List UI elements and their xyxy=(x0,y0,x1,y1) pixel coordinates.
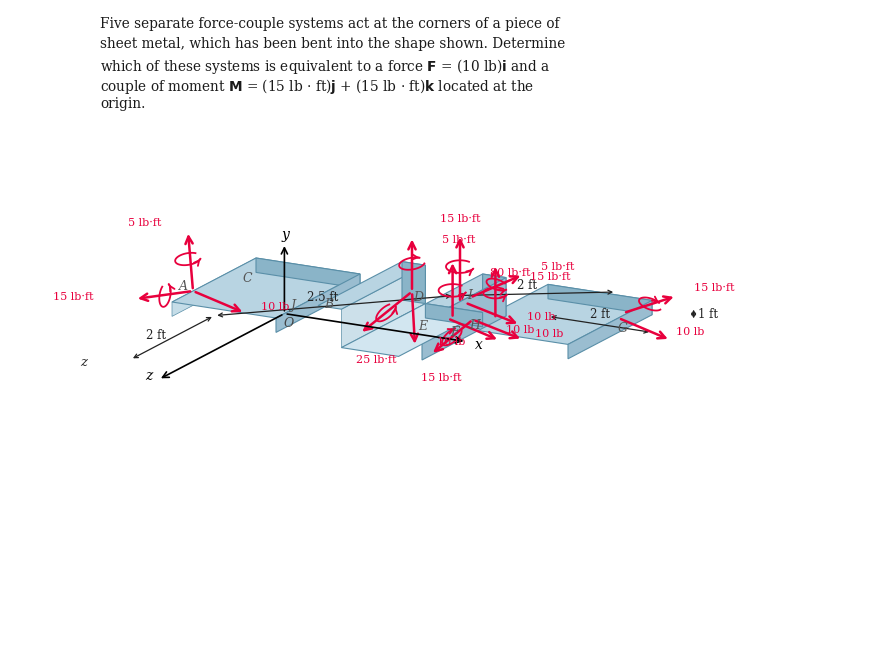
Text: B: B xyxy=(324,298,334,311)
Text: 10 lb: 10 lb xyxy=(677,327,705,337)
Polygon shape xyxy=(172,258,256,316)
Text: D: D xyxy=(413,291,423,304)
Polygon shape xyxy=(342,304,482,357)
Text: z: z xyxy=(80,356,87,369)
Text: Five separate force-couple systems act at the corners of a piece of: Five separate force-couple systems act a… xyxy=(100,17,560,31)
Text: C: C xyxy=(242,272,252,285)
Text: H: H xyxy=(469,319,480,332)
Polygon shape xyxy=(342,265,426,348)
Text: 10 lb: 10 lb xyxy=(535,328,563,339)
Text: couple of moment $\mathbf{M}$ = (15 lb $\cdot$ ft)$\mathbf{j}$ + (15 lb $\cdot$ : couple of moment $\mathbf{M}$ = (15 lb $… xyxy=(100,77,535,96)
Text: J: J xyxy=(290,299,295,312)
Text: origin.: origin. xyxy=(100,97,146,111)
Text: 15 lb·ft: 15 lb·ft xyxy=(694,283,735,293)
Text: 10 lb: 10 lb xyxy=(437,337,466,347)
Text: 15 lb·ft: 15 lb·ft xyxy=(52,292,93,302)
Polygon shape xyxy=(318,262,426,309)
Text: 10 lb: 10 lb xyxy=(506,325,534,335)
Polygon shape xyxy=(568,300,652,359)
Text: 2 ft: 2 ft xyxy=(146,329,167,342)
Polygon shape xyxy=(399,274,506,322)
Text: y: y xyxy=(282,228,290,242)
Polygon shape xyxy=(426,304,482,326)
Text: 5 lb·ft: 5 lb·ft xyxy=(541,262,575,272)
Text: G: G xyxy=(617,322,627,334)
Text: A: A xyxy=(179,280,187,294)
Polygon shape xyxy=(256,258,360,288)
Text: 2 ft: 2 ft xyxy=(590,308,610,321)
Text: sheet metal, which has been bent into the shape shown. Determine: sheet metal, which has been bent into th… xyxy=(100,37,565,51)
Text: z: z xyxy=(145,369,152,383)
Text: 2 ft: 2 ft xyxy=(517,279,537,292)
Polygon shape xyxy=(276,274,360,332)
Text: 15 lb·ft: 15 lb·ft xyxy=(420,373,461,383)
Text: x: x xyxy=(474,338,482,352)
Text: E: E xyxy=(419,320,427,334)
Text: O: O xyxy=(283,317,294,330)
Text: 80 lb·ft: 80 lb·ft xyxy=(489,268,530,278)
Text: 15 lb·ft: 15 lb·ft xyxy=(439,213,480,223)
Text: I: I xyxy=(467,289,473,302)
Polygon shape xyxy=(464,284,652,345)
Text: 10 lb: 10 lb xyxy=(261,302,290,312)
Polygon shape xyxy=(548,284,652,315)
Text: 10 lb: 10 lb xyxy=(527,312,555,322)
Polygon shape xyxy=(482,274,506,316)
Text: 15 lb·ft: 15 lb·ft xyxy=(530,272,571,282)
Text: 1 ft: 1 ft xyxy=(698,308,718,320)
Polygon shape xyxy=(172,258,360,318)
Text: 25 lb·ft: 25 lb·ft xyxy=(356,355,396,365)
Text: which of these systems is equivalent to a force $\mathbf{F}$ = (10 lb)$\mathbf{i: which of these systems is equivalent to … xyxy=(100,57,550,76)
Text: 2.5 ft: 2.5 ft xyxy=(307,291,338,304)
Polygon shape xyxy=(402,262,426,304)
Text: F: F xyxy=(450,326,459,339)
Text: 5 lb·ft: 5 lb·ft xyxy=(128,218,161,228)
Text: 5 lb·ft: 5 lb·ft xyxy=(442,235,475,245)
Polygon shape xyxy=(422,278,506,360)
